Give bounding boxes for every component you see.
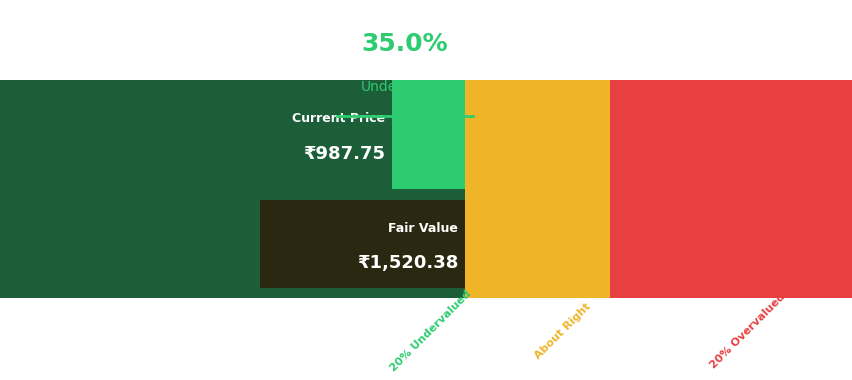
Text: 35.0%: 35.0% (361, 32, 448, 56)
Text: 20% Undervalued: 20% Undervalued (388, 289, 472, 374)
Text: ₹987.75: ₹987.75 (302, 145, 384, 163)
Bar (0, 80, 464, 298)
Bar (609, 80, 852, 298)
Text: About Right: About Right (532, 301, 592, 361)
Text: 20% Overvalued: 20% Overvalued (707, 292, 786, 371)
Bar (0, 80, 391, 189)
Text: Fair Value: Fair Value (388, 222, 458, 234)
Text: Current Price: Current Price (291, 112, 384, 125)
Bar (464, 80, 609, 298)
Text: Undervalued: Undervalued (360, 80, 449, 94)
Bar (260, 200, 464, 288)
Bar (0, 189, 464, 298)
Text: ₹1,520.38: ₹1,520.38 (356, 254, 458, 272)
